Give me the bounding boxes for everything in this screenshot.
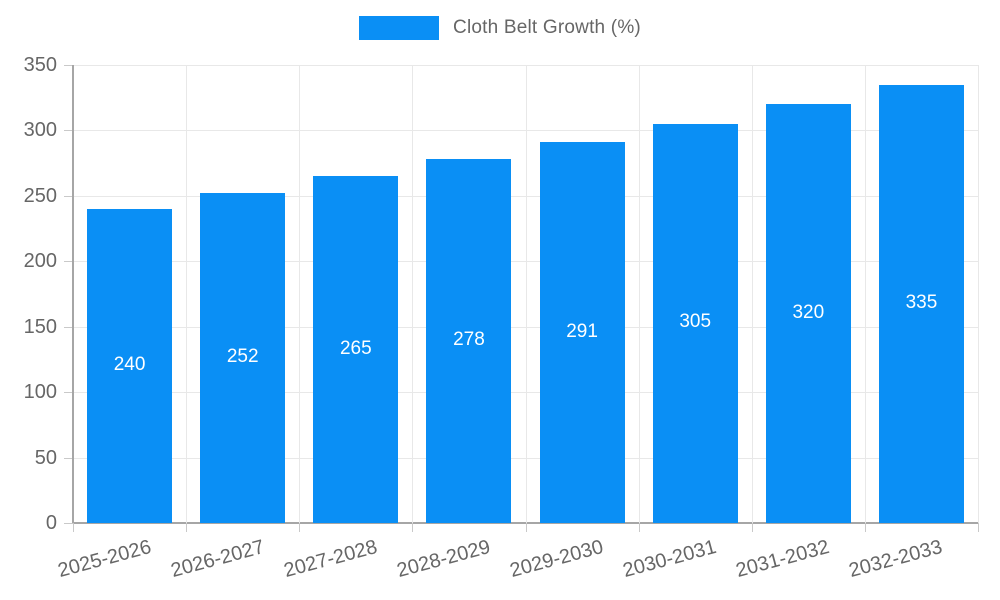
chart-legend[interactable]: Cloth Belt Growth (%) — [0, 16, 1000, 40]
legend-label: Cloth Belt Growth (%) — [453, 17, 641, 38]
y-axis-line — [72, 65, 74, 523]
bar: 252 — [200, 193, 286, 523]
bar: 305 — [652, 123, 738, 523]
y-axis-label: 350 — [23, 54, 57, 76]
bar: 320 — [765, 104, 851, 523]
y-axis-label: 200 — [23, 250, 57, 273]
y-axis-tick — [64, 457, 73, 459]
y-axis-tick — [64, 326, 73, 328]
grid-line-vertical — [299, 65, 301, 523]
x-axis-tick — [412, 523, 414, 532]
y-axis-tick — [64, 523, 73, 524]
y-axis-label: 300 — [23, 119, 57, 142]
x-axis-tick — [525, 523, 527, 532]
bar: 278 — [426, 159, 512, 523]
bar-value-label: 240 — [113, 353, 146, 375]
grid-line-vertical — [525, 65, 527, 523]
bar-value-label: 320 — [792, 301, 825, 323]
grid-line-vertical — [638, 65, 640, 523]
y-axis-tick — [64, 392, 73, 394]
bar: 265 — [313, 176, 399, 523]
legend-swatch — [359, 16, 440, 40]
bar-value-label: 291 — [566, 320, 598, 342]
grid-line-vertical — [412, 65, 414, 523]
y-axis-tick — [64, 261, 73, 263]
y-axis-label: 250 — [23, 184, 57, 207]
grid-line-vertical — [864, 65, 866, 523]
x-axis-tick — [638, 523, 640, 532]
grid-line-vertical — [978, 65, 979, 523]
y-axis-label: 150 — [23, 315, 57, 338]
x-axis-tick — [73, 523, 74, 532]
y-axis-tick — [64, 195, 73, 197]
x-axis-tick — [751, 523, 753, 532]
grid-line-vertical — [186, 65, 188, 523]
x-axis-tick — [186, 523, 188, 532]
x-axis-tick — [299, 523, 301, 532]
bar-value-label: 305 — [679, 311, 712, 333]
x-axis-tick — [978, 523, 979, 532]
y-axis-label: 0 — [45, 512, 57, 534]
bar-value-label: 335 — [905, 291, 938, 313]
bar: 240 — [87, 208, 173, 523]
grid-line-vertical — [751, 65, 753, 523]
y-axis-label: 50 — [34, 446, 57, 469]
bar: 335 — [878, 84, 964, 523]
y-axis-tick — [64, 65, 73, 66]
y-axis-label: 100 — [23, 381, 57, 404]
y-axis-tick — [64, 130, 73, 132]
bar-value-label: 278 — [453, 329, 485, 351]
bar: 291 — [539, 142, 625, 523]
bar-value-label: 265 — [339, 337, 372, 359]
x-axis-tick — [864, 523, 866, 532]
bar-value-label: 252 — [226, 346, 259, 368]
